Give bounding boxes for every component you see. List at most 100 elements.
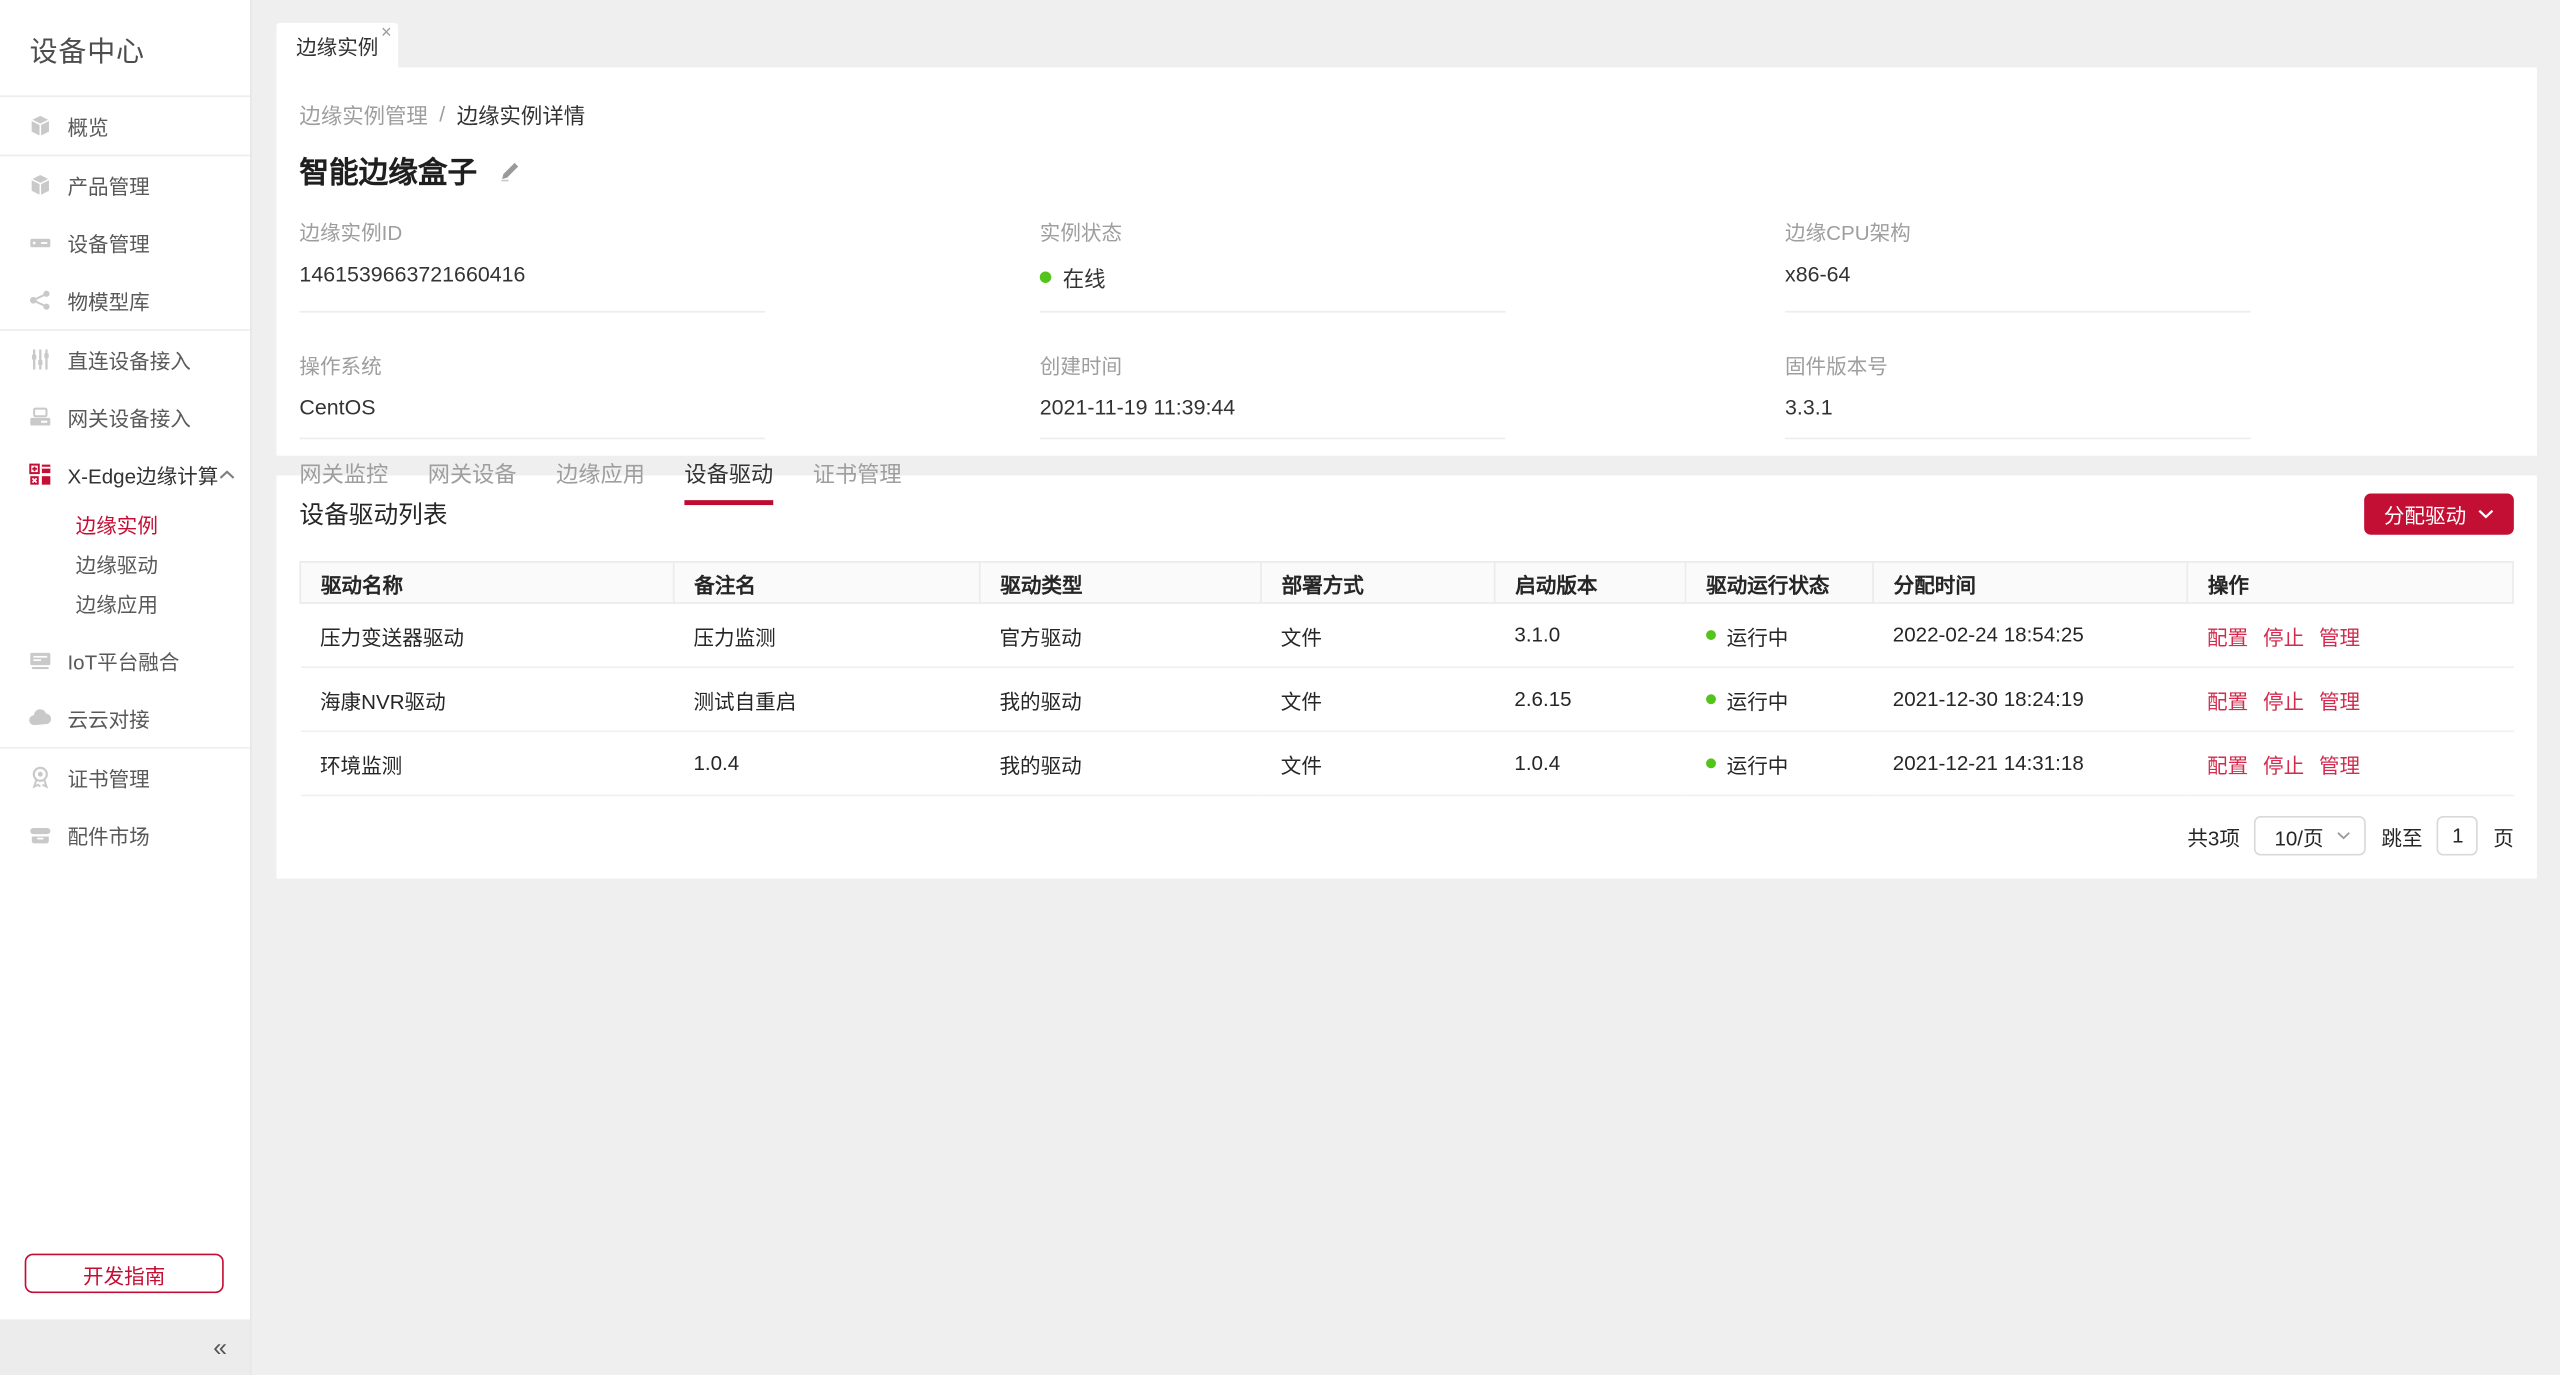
tab-gateway-monitor[interactable]: 网关监控 bbox=[299, 462, 389, 487]
tab-edge-apps[interactable]: 边缘应用 bbox=[556, 462, 645, 487]
sidebar-menu: 概览 产品管理 设备管理 物模型库 bbox=[0, 97, 251, 864]
total-count: 共3项 bbox=[2187, 826, 2240, 850]
configure-link[interactable]: 配置 bbox=[2207, 754, 2249, 778]
cell-driver-name: 海康NVR驱动 bbox=[300, 667, 674, 733]
info-field-firmware: 固件版本号 3.3.1 bbox=[1785, 349, 2251, 440]
instance-info-grid: 边缘实例ID 1461539663721660416 实例状态 在线 边缘CPU… bbox=[299, 216, 2513, 440]
cell-driver-name: 压力变送器驱动 bbox=[300, 602, 674, 668]
sidebar-subitem-edge-instance[interactable]: 边缘实例 bbox=[0, 503, 250, 542]
driver-list-header: 设备驱动列表 分配驱动 bbox=[299, 475, 2514, 535]
table-row: 海康NVR驱动 测试自重启 我的驱动 文件 2.6.15 运行中 2021-12… bbox=[300, 667, 2514, 733]
divider bbox=[0, 95, 251, 98]
cell-assigned-time: 2022-02-24 18:54:25 bbox=[1873, 602, 2188, 668]
dev-guide-button[interactable]: 开发指南 bbox=[24, 1253, 224, 1294]
chevron-down-icon bbox=[2478, 508, 2494, 520]
sidebar-item-certificates[interactable]: 证书管理 bbox=[0, 749, 250, 807]
cell-deploy-mode: 文件 bbox=[1261, 667, 1495, 733]
breadcrumb: 边缘实例管理 / 边缘实例详情 bbox=[299, 99, 2513, 130]
sidebar-subitem-edge-app[interactable]: 边缘应用 bbox=[0, 582, 250, 621]
sidebar-item-parts-market[interactable]: 配件市场 bbox=[0, 806, 250, 864]
sidebar-subitem-label: 边缘实例 bbox=[75, 514, 158, 538]
info-value: 1461539663721660416 bbox=[299, 261, 526, 287]
manage-link[interactable]: 管理 bbox=[2318, 754, 2361, 778]
sidebar-item-cloud-connect[interactable]: 云云对接 bbox=[0, 689, 250, 747]
sidebar-subitem-edge-driver[interactable]: 边缘驱动 bbox=[0, 543, 250, 582]
tab-gateway-devices[interactable]: 网关设备 bbox=[427, 462, 517, 487]
sidebar-item-label: 产品管理 bbox=[67, 176, 150, 200]
cell-run-status: 运行中 bbox=[1685, 602, 1874, 668]
stop-link[interactable]: 停止 bbox=[2262, 690, 2305, 714]
chevron-down-icon bbox=[2337, 831, 2352, 841]
sidebar-item-label: 网关设备接入 bbox=[67, 408, 191, 432]
status-text: 运行中 bbox=[1726, 625, 1789, 650]
sidebar-item-gateway-access[interactable]: 网关设备接入 bbox=[0, 388, 250, 446]
stop-link[interactable]: 停止 bbox=[2262, 754, 2305, 778]
page-size-select[interactable]: 10/页 bbox=[2254, 816, 2367, 856]
sidebar-item-label: 概览 bbox=[67, 116, 109, 140]
cube-icon bbox=[28, 114, 53, 139]
cell-deploy-mode: 文件 bbox=[1261, 731, 1495, 797]
table-row: 压力变送器驱动 压力监测 官方驱动 文件 3.1.0 运行中 2022-02-2… bbox=[300, 602, 2514, 668]
info-value: 2021-11-19 11:39:44 bbox=[1039, 394, 1236, 420]
sidebar-item-thing-models[interactable]: 物模型库 bbox=[0, 271, 250, 329]
col-driver-name: 驱动名称 bbox=[299, 561, 675, 604]
close-icon[interactable]: × bbox=[380, 23, 392, 43]
window-tab-edge-instance[interactable]: 边缘实例 × bbox=[276, 23, 399, 68]
cell-actions: 配置 停止 管理 bbox=[2187, 731, 2514, 797]
info-field-os: 操作系统 CentOS bbox=[299, 349, 766, 440]
sidebar-item-label: X-Edge边缘计算 bbox=[67, 465, 219, 489]
info-field-status: 实例状态 在线 bbox=[1039, 216, 1506, 313]
driver-list-card: 设备驱动列表 分配驱动 驱动名称 备注名 驱动类型 bbox=[276, 475, 2537, 879]
collapse-sidebar-icon[interactable]: « bbox=[213, 1333, 228, 1362]
breadcrumb-link[interactable]: 边缘实例管理 bbox=[299, 103, 428, 129]
edit-icon[interactable] bbox=[498, 160, 521, 183]
certificate-icon bbox=[28, 765, 53, 790]
sidebar-item-devices[interactable]: 设备管理 bbox=[0, 214, 250, 272]
cell-actions: 配置 停止 管理 bbox=[2187, 602, 2514, 668]
cell-actions: 配置 停止 管理 bbox=[2187, 667, 2514, 733]
sidebar-item-label: 证书管理 bbox=[67, 768, 150, 792]
page-jump-input[interactable] bbox=[2437, 816, 2479, 856]
sidebar-item-x-edge[interactable]: X-Edge边缘计算 bbox=[0, 446, 250, 504]
platform-icon bbox=[28, 648, 53, 673]
sidebar-footer: « bbox=[0, 1319, 251, 1375]
sidebar-subitem-label: 边缘驱动 bbox=[75, 553, 158, 577]
cell-deploy-mode: 文件 bbox=[1261, 602, 1495, 668]
sidebar-item-label: 直连设备接入 bbox=[67, 350, 191, 374]
sidebar-item-direct-access[interactable]: 直连设备接入 bbox=[0, 331, 250, 389]
sidebar-item-overview[interactable]: 概览 bbox=[0, 97, 250, 155]
info-value: 在线 bbox=[1039, 262, 1506, 293]
info-field-cpu-arch: 边缘CPU架构 x86-64 bbox=[1785, 216, 2251, 313]
status-text: 运行中 bbox=[1726, 754, 1789, 778]
running-status-dot bbox=[1705, 630, 1716, 640]
manage-link[interactable]: 管理 bbox=[2318, 625, 2361, 650]
sidebar-item-label: IoT平台融合 bbox=[67, 651, 180, 675]
assign-driver-button[interactable]: 分配驱动 bbox=[2364, 493, 2514, 535]
table-row: 环境监测 1.0.4 我的驱动 文件 1.0.4 运行中 2021-12-21 … bbox=[300, 731, 2514, 797]
configure-link[interactable]: 配置 bbox=[2207, 690, 2249, 714]
breadcrumb-separator: / bbox=[439, 102, 446, 127]
cloud-icon bbox=[28, 706, 53, 731]
cell-driver-type: 我的驱动 bbox=[979, 731, 1262, 797]
pagination: 共3项 10/页 跳至 页 bbox=[299, 816, 2514, 856]
sidebar-item-label: 设备管理 bbox=[67, 233, 150, 257]
stop-link[interactable]: 停止 bbox=[2262, 625, 2305, 650]
online-status-dot bbox=[1039, 271, 1052, 283]
sidebar-item-iot-platform[interactable]: IoT平台融合 bbox=[0, 632, 250, 690]
gateway-icon bbox=[28, 405, 53, 430]
table-header-row: 驱动名称 备注名 驱动类型 部署方式 启动版本 驱动运行状态 分配时间 操作 bbox=[299, 561, 2514, 604]
sidebar-item-products[interactable]: 产品管理 bbox=[0, 156, 250, 214]
col-run-status: 驱动运行状态 bbox=[1684, 561, 1874, 604]
tab-device-drivers[interactable]: 设备驱动 bbox=[684, 439, 774, 506]
sidebar-item-label: 配件市场 bbox=[67, 825, 150, 849]
configure-link[interactable]: 配置 bbox=[2207, 625, 2249, 650]
main-area: 边缘实例 × 边缘实例管理 / 边缘实例详情 智能边缘盒子 bbox=[251, 0, 2560, 1375]
col-remark: 备注名 bbox=[672, 561, 981, 604]
share-nodes-icon bbox=[28, 288, 53, 313]
jump-suffix: 页 bbox=[2493, 826, 2514, 850]
sidebar-item-label: 物模型库 bbox=[67, 291, 150, 315]
cell-remark: 1.0.4 bbox=[673, 731, 980, 797]
cell-boot-version: 2.6.15 bbox=[1494, 667, 1686, 733]
manage-link[interactable]: 管理 bbox=[2318, 690, 2361, 714]
tab-certificates[interactable]: 证书管理 bbox=[812, 462, 902, 487]
